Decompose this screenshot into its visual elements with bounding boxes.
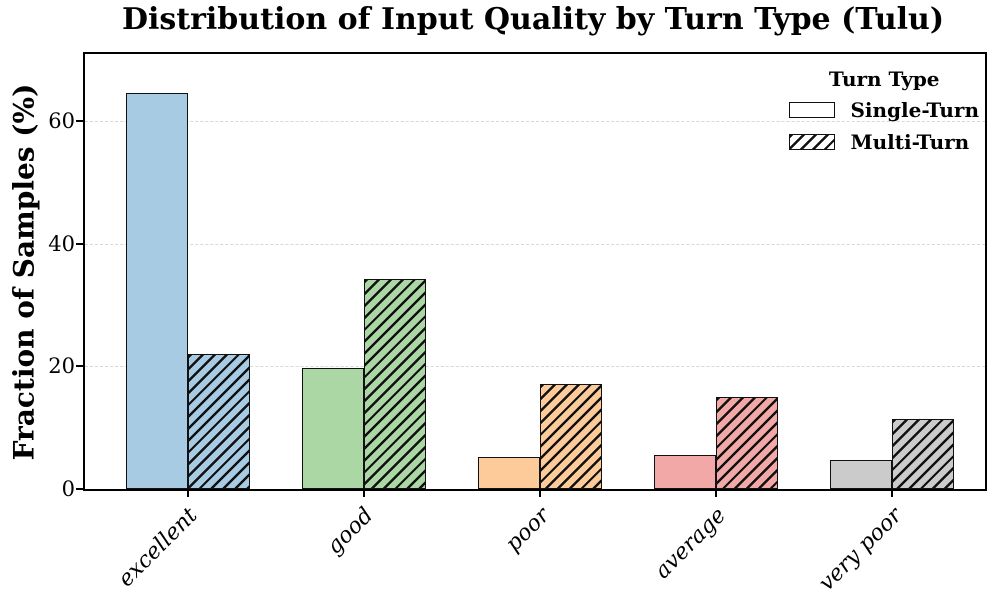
y-tick-label: 20 — [48, 354, 75, 379]
bar-single-turn-good — [302, 368, 364, 489]
y-tick-mark — [76, 242, 85, 245]
x-tick-mark — [187, 489, 189, 497]
y-tick-mark — [76, 120, 85, 123]
gridline-y20 — [85, 366, 985, 368]
legend-item-single-turn: Single-Turn — [789, 100, 979, 120]
legend-title: Turn Type — [828, 67, 940, 91]
bar-single-turn-poor — [478, 456, 540, 489]
legend-label-multi-turn: Multi-Turn — [850, 130, 970, 154]
gridline-y40 — [85, 243, 985, 245]
legend-label-single-turn: Single-Turn — [850, 98, 979, 122]
x-tick-label-good: good — [322, 503, 379, 560]
multi-turn-swatch — [789, 134, 836, 150]
bar-multi-turn-excellent — [188, 354, 250, 489]
x-tick-mark — [539, 489, 541, 497]
x-tick-mark — [363, 489, 365, 497]
x-tick-mark — [891, 489, 893, 497]
x-tick-label-excellent: excellent — [113, 503, 203, 593]
y-tick-label: 40 — [48, 231, 75, 256]
bar-single-turn-excellent — [126, 92, 188, 489]
legend: Turn Type Single-Turn Multi-Turn — [789, 66, 979, 164]
bar-multi-turn-good — [364, 278, 426, 489]
single-turn-swatch — [789, 102, 836, 118]
y-tick-mark — [76, 488, 85, 490]
y-tick-label: 0 — [61, 477, 75, 501]
plot-area: Turn Type Single-Turn Multi-Turn 0 20 40 60… — [48, 52, 987, 596]
x-tick-mark — [715, 489, 717, 497]
bar-single-turn-very-poor — [830, 460, 892, 489]
bar-multi-turn-poor — [540, 383, 602, 489]
x-tick-label-average: average — [649, 503, 731, 584]
legend-item-multi-turn: Multi-Turn — [789, 132, 969, 152]
gridline-y60 — [85, 121, 985, 123]
y-tick-mark — [76, 365, 85, 368]
chart-title: Distribution of Input Quality by Turn Ty… — [121, 2, 945, 37]
x-tick-label-poor: poor — [500, 503, 555, 557]
y-tick-label: 60 — [48, 109, 75, 134]
x-tick-label-very-poor: very poor — [813, 503, 907, 596]
bar-multi-turn-very-poor — [892, 419, 954, 489]
bar-single-turn-average — [654, 455, 716, 489]
bar-multi-turn-average — [716, 396, 778, 489]
y-axis-label: Fraction of Samples (%) — [7, 83, 41, 461]
